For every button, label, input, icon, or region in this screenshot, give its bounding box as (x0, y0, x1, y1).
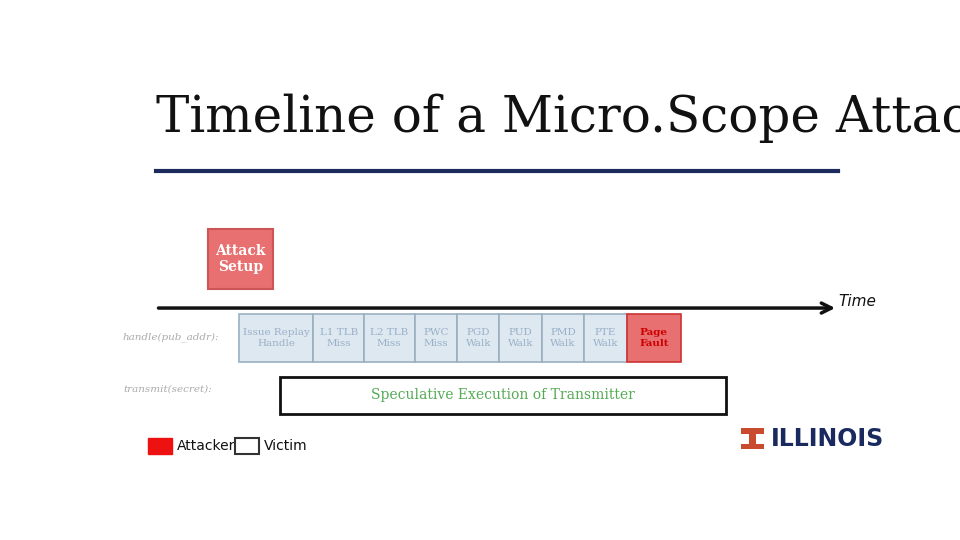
Bar (415, 314, 457, 362)
Text: Victim: Victim (264, 438, 308, 453)
Bar (235, 438, 259, 454)
Text: transmit(secret):: transmit(secret): (123, 384, 211, 394)
Text: Attacker: Attacker (178, 438, 235, 453)
Bar (207, 229, 274, 289)
Text: handle(pub_addr):: handle(pub_addr): (123, 332, 220, 342)
Bar (364, 314, 415, 362)
Text: Timeline of a Micro.Scope Attack: Timeline of a Micro.Scope Attack (156, 94, 960, 143)
Text: PWC
Miss: PWC Miss (423, 328, 448, 348)
Bar (749, 434, 756, 444)
Text: PUD
Walk: PUD Walk (508, 328, 534, 348)
Bar (457, 314, 499, 362)
Text: PMD
Walk: PMD Walk (550, 328, 576, 348)
Text: PTE
Walk: PTE Walk (592, 328, 618, 348)
Bar (541, 314, 585, 362)
Bar (741, 428, 763, 434)
Text: Speculative Execution of Transmitter: Speculative Execution of Transmitter (372, 388, 636, 402)
Text: Time: Time (838, 294, 876, 309)
Text: ILLINOIS: ILLINOIS (771, 427, 884, 451)
Bar (313, 314, 364, 362)
Bar (499, 314, 541, 362)
Bar (148, 438, 172, 454)
Bar (585, 314, 627, 362)
Bar (627, 314, 681, 362)
Bar (741, 444, 763, 449)
Text: Page
Fault: Page Fault (639, 328, 668, 348)
Text: L1 TLB
Miss: L1 TLB Miss (320, 328, 358, 348)
Bar (239, 314, 314, 362)
Bar (280, 377, 727, 414)
Text: PGD
Walk: PGD Walk (466, 328, 491, 348)
Text: Issue Replay
Handle: Issue Replay Handle (243, 328, 310, 348)
Text: L2 TLB
Miss: L2 TLB Miss (371, 328, 408, 348)
Text: Attack
Setup: Attack Setup (215, 244, 266, 274)
